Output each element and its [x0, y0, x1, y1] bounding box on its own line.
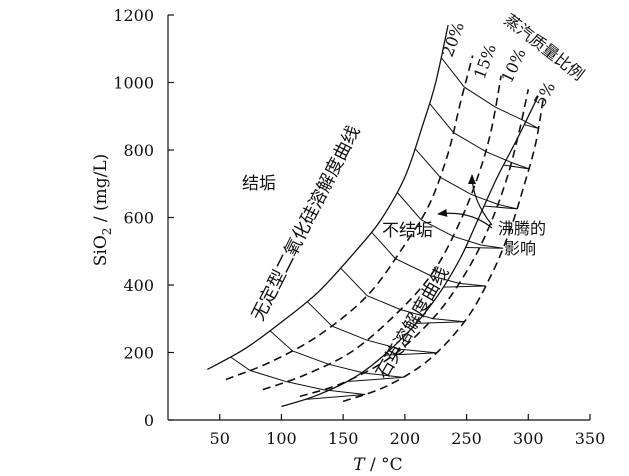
cross-line	[396, 192, 504, 249]
x-tick-label: 200	[390, 429, 421, 448]
series-line-5	[281, 95, 539, 408]
boiling-arrow-upper	[468, 174, 493, 226]
label-scaling: 结垢	[242, 174, 276, 194]
series-layer	[207, 24, 544, 408]
label-10pct: 10%	[497, 45, 529, 85]
cross-line	[371, 232, 486, 288]
y-tick-label: 200	[123, 344, 154, 363]
label-boiling-2: 影响	[504, 239, 536, 258]
label-20pct: 20%	[438, 19, 468, 59]
x-tick-label: 350	[575, 429, 606, 448]
x-tick-label: 100	[266, 429, 297, 448]
x-tick-label: 150	[328, 429, 359, 448]
cross-line	[230, 356, 366, 400]
y-axis-title: SiO2 / (mg/L)	[91, 154, 114, 267]
series-line-0	[207, 24, 449, 370]
series-line-4	[342, 99, 544, 403]
cross-lines	[230, 57, 539, 400]
y-tick-label: 1000	[113, 74, 154, 93]
label-amorphous-curve: 无定型二氧化硅溶解度曲线	[248, 122, 365, 324]
x-tick-label: 250	[451, 429, 482, 448]
y-tick-label: 800	[123, 141, 154, 160]
x-tick-label: 50	[210, 429, 230, 448]
label-15pct: 15%	[470, 41, 500, 81]
y-tick-label: 1200	[113, 6, 154, 25]
axis-ticks: 50 100 150 200 250 300 350 0 200 400 600 800 1000 120…	[113, 6, 605, 448]
x-axis-title: T / °C	[353, 455, 402, 475]
cross-line	[269, 330, 404, 382]
cross-line	[307, 301, 437, 356]
series-line-2	[262, 75, 502, 391]
y-tick-label: 400	[123, 276, 154, 295]
boiling-arrow-lower	[437, 208, 493, 229]
series-line-3	[299, 89, 530, 398]
y-tick-label: 600	[123, 209, 154, 228]
cross-line	[414, 148, 518, 210]
cross-line	[340, 267, 465, 324]
label-boiling-1: 沸腾的	[498, 219, 546, 238]
x-tick-label: 300	[513, 429, 544, 448]
y-tick-label: 0	[144, 411, 154, 430]
label-no-scaling: 不结垢	[382, 221, 433, 241]
cross-line	[429, 103, 530, 170]
series-line-1	[225, 55, 474, 381]
cross-line	[440, 57, 539, 129]
